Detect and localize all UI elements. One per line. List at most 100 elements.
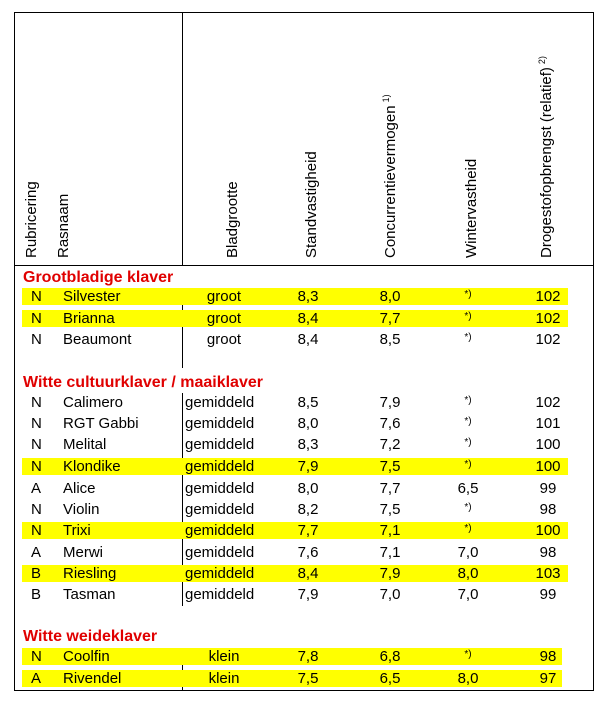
cell-wintervastheid: 8,0 (457, 670, 479, 687)
section-title: Grootbladige klaver (23, 269, 174, 286)
cell-wintervastheid: *) (443, 330, 493, 352)
cell-concurrentievermogen: 6,8 (379, 648, 401, 665)
header-standvastigheid: Standvastigheid (303, 151, 320, 258)
cell-standvastigheid: 8,0 (297, 415, 319, 432)
cell-bladgrootte: gemiddeld (185, 522, 255, 539)
cell-rasnaam: Riesling (63, 565, 117, 582)
cell-wintervastheid: 7,0 (457, 586, 479, 603)
cell-rubricering: N (31, 501, 42, 518)
cell-concurrentievermogen: 7,7 (379, 480, 401, 497)
footnote-asterisk: *) (464, 395, 472, 406)
header-drogestofopbrengst: Drogestofopbrengst (relatief) 2) (537, 56, 556, 258)
table-row: N Calimero gemiddeld 8,5 7,9 *) 102 (0, 393, 607, 413)
cell-drogestofopbrengst: 97 (539, 670, 557, 687)
name-column-divider-body (182, 288, 183, 368)
cell-standvastigheid: 7,6 (297, 544, 319, 561)
table-row: A Merwi gemiddeld 7,6 7,1 7,0 98 (0, 543, 607, 563)
header-concurrentievermogen: Concurrentievermogen 1) (381, 94, 400, 258)
cell-standvastigheid: 8,4 (297, 331, 319, 348)
header-rasnaam: Rasnaam (55, 194, 72, 258)
row-highlight (22, 565, 568, 582)
cell-drogestofopbrengst: 99 (539, 480, 557, 497)
footnote-1-marker: 1) (381, 94, 391, 103)
cell-wintervastheid: *) (443, 435, 493, 457)
cell-rubricering: N (31, 648, 42, 665)
footnote-asterisk: *) (464, 311, 472, 322)
cell-drogestofopbrengst: 98 (539, 501, 557, 518)
cell-rasnaam: Rivendel (63, 670, 122, 687)
table-row: N Beaumont groot 8,4 8,5 *) 102 (0, 330, 607, 350)
cell-concurrentievermogen: 7,5 (379, 501, 401, 518)
cell-rasnaam: Beaumont (63, 331, 132, 348)
cell-rubricering: A (31, 544, 42, 561)
cell-standvastigheid: 8,3 (297, 436, 319, 453)
cell-wintervastheid: *) (443, 287, 493, 309)
cell-rubricering: N (31, 394, 42, 411)
table-row: N Brianna groot 8,4 7,7 *) 102 (0, 309, 607, 329)
section-title: Witte cultuurklaver / maaiklaver (23, 374, 263, 391)
cell-standvastigheid: 7,8 (297, 648, 319, 665)
cell-bladgrootte: gemiddeld (185, 565, 255, 582)
footnote-asterisk: *) (464, 459, 472, 470)
cell-rasnaam: Coolfin (63, 648, 110, 665)
cell-drogestofopbrengst: 98 (539, 544, 557, 561)
cell-standvastigheid: 8,4 (297, 310, 319, 327)
cell-rasnaam: Brianna (63, 310, 115, 327)
footnote-asterisk: *) (464, 416, 472, 427)
footnote-asterisk: *) (464, 332, 472, 343)
cell-bladgrootte: klein (208, 648, 240, 665)
cell-drogestofopbrengst: 101 (535, 415, 561, 432)
cell-bladgrootte: gemiddeld (185, 480, 255, 497)
cell-drogestofopbrengst: 103 (535, 565, 561, 582)
row-highlight (22, 288, 568, 305)
cell-bladgrootte: gemiddeld (185, 394, 255, 411)
cell-standvastigheid: 7,9 (297, 458, 319, 475)
table-row: N Silvester groot 8,3 8,0 *) 102 (0, 287, 607, 307)
cell-wintervastheid: *) (443, 414, 493, 436)
header-bladgrootte: Bladgrootte (224, 181, 241, 258)
cell-rubricering: N (31, 522, 42, 539)
header-wintervastheid: Wintervastheid (463, 158, 480, 258)
cell-rubricering: B (31, 586, 42, 603)
header-standvastigheid-label: Standvastigheid (303, 151, 320, 258)
cell-standvastigheid: 8,5 (297, 394, 319, 411)
cell-standvastigheid: 7,9 (297, 586, 319, 603)
table-row: N Melital gemiddeld 8,3 7,2 *) 100 (0, 435, 607, 455)
footnote-asterisk: *) (464, 289, 472, 300)
cell-rasnaam: Melital (63, 436, 107, 453)
cell-bladgrootte: groot (206, 331, 242, 348)
cell-wintervastheid: 6,5 (457, 480, 479, 497)
section-title: Witte weideklaver (23, 628, 158, 645)
row-highlight (22, 458, 568, 475)
row-highlight (22, 522, 568, 539)
cell-drogestofopbrengst: 102 (535, 331, 561, 348)
cell-drogestofopbrengst: 102 (535, 394, 561, 411)
cell-bladgrootte: klein (208, 670, 240, 687)
table-row: A Rivendel klein 7,5 6,5 8,0 97 (0, 669, 607, 689)
cell-rubricering: N (31, 415, 42, 432)
cell-concurrentievermogen: 7,7 (379, 310, 401, 327)
table-row: B Tasman gemiddeld 7,9 7,0 7,0 99 (0, 585, 607, 605)
footnote-asterisk: *) (464, 437, 472, 448)
cell-rasnaam: Tasman (63, 586, 116, 603)
cell-rasnaam: Violin (63, 501, 100, 518)
cell-standvastigheid: 8,0 (297, 480, 319, 497)
cell-concurrentievermogen: 7,0 (379, 586, 401, 603)
cell-bladgrootte: gemiddeld (185, 436, 255, 453)
cell-rubricering: N (31, 436, 42, 453)
table-row: N Trixi gemiddeld 7,7 7,1 *) 100 (0, 521, 607, 541)
name-column-divider (182, 12, 183, 266)
header-bladgrootte-label: Bladgrootte (224, 181, 241, 258)
cell-wintervastheid: *) (443, 309, 493, 331)
table-row: B Riesling gemiddeld 8,4 7,9 8,0 103 (0, 564, 607, 584)
table-row: N Violin gemiddeld 8,2 7,5 *) 98 (0, 500, 607, 520)
cell-rasnaam: Silvester (63, 288, 121, 305)
cell-wintervastheid: *) (443, 500, 493, 522)
cell-concurrentievermogen: 7,1 (379, 544, 401, 561)
cell-drogestofopbrengst: 100 (535, 522, 561, 539)
cell-drogestofopbrengst: 102 (535, 288, 561, 305)
cell-standvastigheid: 7,7 (297, 522, 319, 539)
header-wintervastheid-label: Wintervastheid (463, 158, 480, 258)
cell-bladgrootte: gemiddeld (185, 586, 255, 603)
name-column-divider-body (182, 393, 183, 606)
